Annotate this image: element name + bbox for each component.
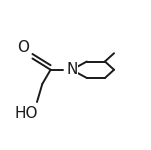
Text: HO: HO xyxy=(15,106,38,121)
Text: O: O xyxy=(17,40,29,56)
Text: N: N xyxy=(66,62,77,77)
